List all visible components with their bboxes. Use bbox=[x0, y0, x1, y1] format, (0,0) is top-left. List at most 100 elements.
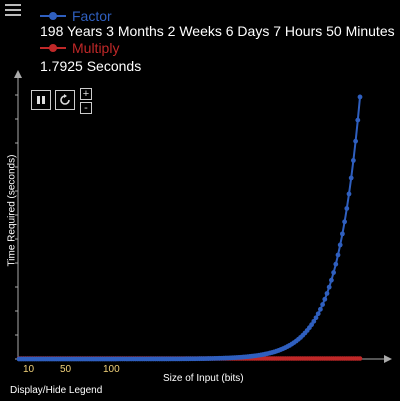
multiply-point bbox=[353, 356, 358, 361]
multiply-point bbox=[291, 356, 297, 361]
legend-item-factor[interactable]: Factor bbox=[40, 8, 112, 24]
factor-point bbox=[199, 356, 205, 362]
multiply-point bbox=[49, 356, 55, 361]
factor-point bbox=[164, 356, 169, 362]
factor-point bbox=[201, 356, 207, 362]
factor-point bbox=[126, 356, 132, 362]
multiply-point bbox=[249, 356, 255, 361]
multiply-point bbox=[166, 356, 171, 361]
multiply-point bbox=[172, 356, 178, 361]
factor-line bbox=[19, 96, 361, 360]
multiply-point bbox=[164, 356, 169, 361]
zoom-in-button[interactable]: + bbox=[80, 88, 92, 100]
factor-value: 198 Years 3 Months 2 Weeks 6 Days 7 Hour… bbox=[40, 23, 395, 39]
factor-point bbox=[271, 349, 277, 355]
multiply-point bbox=[335, 356, 341, 361]
multiply-point bbox=[282, 356, 288, 361]
multiply-point bbox=[188, 356, 193, 361]
factor-point bbox=[247, 354, 253, 359]
factor-point bbox=[49, 356, 55, 362]
multiply-point bbox=[89, 356, 94, 361]
multiply-point bbox=[181, 356, 187, 361]
multiply-point bbox=[355, 356, 361, 361]
multiply-point bbox=[357, 356, 363, 361]
legend-toggle-link[interactable]: Display/Hide Legend bbox=[10, 385, 103, 396]
multiply-point bbox=[69, 356, 75, 361]
multiply-point bbox=[351, 356, 356, 361]
factor-point bbox=[353, 138, 358, 144]
multiply-point bbox=[293, 356, 299, 361]
multiply-point bbox=[234, 356, 240, 361]
multiply-point bbox=[258, 356, 264, 361]
multiply-point bbox=[225, 356, 231, 361]
multiply-point bbox=[263, 356, 268, 361]
multiply-point bbox=[139, 356, 145, 361]
factor-point bbox=[311, 318, 317, 324]
pause-button[interactable] bbox=[31, 90, 51, 110]
multiply-point bbox=[122, 356, 127, 361]
factor-point bbox=[98, 356, 103, 362]
multiply-point bbox=[247, 356, 253, 361]
factor-point bbox=[203, 356, 209, 361]
factor-point bbox=[315, 311, 321, 317]
factor-point bbox=[252, 353, 257, 359]
factor-point bbox=[337, 242, 343, 248]
factor-point bbox=[227, 355, 233, 361]
factor-point bbox=[194, 356, 200, 362]
multiply-point bbox=[197, 356, 202, 361]
zoom-out-button[interactable]: - bbox=[80, 102, 92, 114]
multiply-point bbox=[271, 356, 277, 361]
multiply-point bbox=[223, 356, 229, 361]
multiply-point bbox=[304, 356, 310, 361]
multiply-point bbox=[254, 356, 259, 361]
factor-point bbox=[225, 355, 231, 361]
factor-point bbox=[104, 356, 110, 362]
factor-point bbox=[326, 284, 332, 290]
factor-point bbox=[60, 356, 66, 362]
multiply-point bbox=[43, 356, 48, 361]
factor-point bbox=[47, 356, 53, 362]
multiply-point bbox=[58, 356, 64, 361]
factor-point bbox=[223, 355, 229, 361]
menu-icon[interactable] bbox=[5, 4, 21, 16]
factor-point bbox=[175, 356, 180, 362]
factor-point bbox=[324, 291, 330, 296]
x-tick-label: 100 bbox=[103, 364, 120, 375]
multiply-point bbox=[111, 356, 116, 361]
factor-point bbox=[168, 356, 174, 362]
factor-point bbox=[249, 353, 255, 359]
factor-point bbox=[241, 354, 246, 360]
factor-point bbox=[274, 348, 279, 354]
factor-point bbox=[56, 356, 61, 362]
factor-point bbox=[258, 352, 264, 358]
multiply-point bbox=[179, 356, 185, 361]
multiply-point bbox=[65, 356, 70, 361]
multiply-point bbox=[120, 356, 125, 361]
factor-point bbox=[230, 355, 235, 361]
multiply-point bbox=[23, 356, 28, 361]
factor-point bbox=[150, 356, 156, 362]
multiply-point bbox=[18, 356, 24, 361]
y-axis-title: Time Required (seconds) bbox=[6, 154, 18, 267]
factor-point bbox=[232, 355, 238, 361]
factor-point bbox=[214, 355, 220, 361]
factor-point bbox=[122, 356, 127, 362]
multiply-point bbox=[221, 356, 226, 361]
factor-point bbox=[157, 356, 163, 362]
multiply-point bbox=[269, 356, 275, 361]
multiply-point bbox=[216, 356, 222, 361]
factor-point bbox=[131, 356, 136, 362]
factor-point bbox=[161, 356, 167, 362]
multiply-point bbox=[278, 356, 284, 361]
multiply-point bbox=[54, 356, 59, 361]
multiply-point bbox=[194, 356, 200, 361]
multiply-point bbox=[205, 356, 211, 361]
factor-point bbox=[342, 219, 347, 225]
legend-item-multiply[interactable]: Multiply bbox=[40, 40, 119, 56]
factor-point bbox=[73, 356, 79, 362]
reset-button[interactable] bbox=[55, 90, 75, 110]
factor-point bbox=[87, 356, 92, 362]
multiply-point bbox=[252, 356, 257, 361]
factor-point bbox=[27, 356, 33, 362]
factor-point bbox=[309, 322, 314, 328]
